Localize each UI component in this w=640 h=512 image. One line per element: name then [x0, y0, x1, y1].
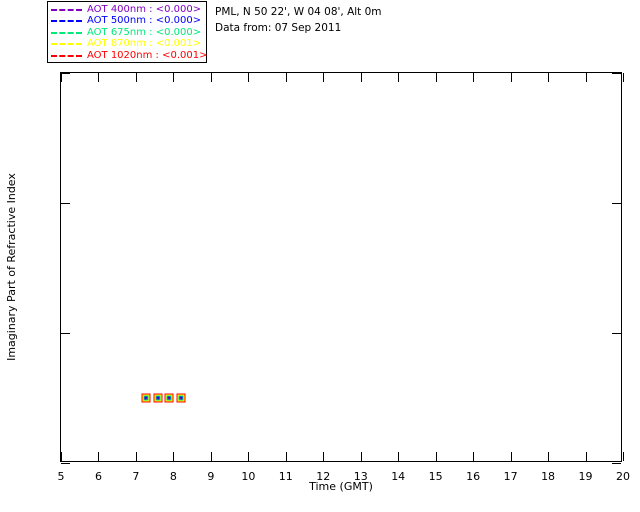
marker-layer-400nm	[179, 397, 182, 400]
plot-frame: 5 6 7 8 9 10 11 12 13 14 15 16 17 18 19 20	[58, 72, 630, 482]
x-tick-label: 19	[578, 470, 593, 483]
chart-title-block: PML, N 50 22', W 04 08', Alt 0m Data fro…	[215, 4, 382, 36]
y-tick-right	[612, 203, 621, 204]
x-tick-bottom	[173, 452, 175, 461]
x-tick-top	[323, 73, 325, 82]
x-tick-bottom	[435, 452, 437, 461]
x-tick-bottom	[548, 452, 550, 461]
x-tick-bottom	[210, 452, 212, 461]
y-tick-left	[61, 203, 70, 204]
chart-title-line2: Data from: 07 Sep 2011	[215, 22, 342, 34]
x-tick-top	[285, 73, 287, 82]
y-tick-right	[612, 463, 621, 464]
legend-label-aot-400nm: AOT 400nm : <0.000>	[87, 3, 202, 15]
x-tick-bottom	[323, 452, 325, 461]
legend-swatch-aot-1020nm	[51, 54, 82, 57]
plot-area	[61, 73, 624, 464]
chart-title-line1: PML, N 50 22', W 04 08', Alt 0m	[215, 6, 382, 18]
x-tick-top	[623, 73, 624, 82]
x-tick-label: 16	[466, 470, 481, 483]
x-tick-bottom	[360, 452, 362, 461]
x-tick-label: 13	[353, 470, 368, 483]
x-tick-bottom	[285, 452, 287, 461]
x-tick-label: 8	[169, 470, 177, 483]
x-tick-bottom	[248, 452, 250, 461]
x-tick-top	[510, 73, 512, 82]
y-tick-left	[61, 73, 70, 74]
x-tick-label: 12	[316, 470, 331, 483]
x-tick-top	[435, 73, 437, 82]
legend-label-aot-1020nm: AOT 1020nm : <0.001>	[87, 49, 208, 61]
legend-item-aot-870nm: AOT 870nm : <0.001>	[48, 39, 206, 51]
x-tick-top	[473, 73, 475, 82]
x-tick-label: 11	[278, 470, 293, 483]
x-tick-bottom	[61, 452, 62, 461]
marker-layer-400nm	[156, 397, 159, 400]
x-tick-top	[135, 73, 137, 82]
marker-layer-400nm	[167, 397, 170, 400]
y-tick-right	[612, 333, 621, 334]
x-tick-label: 6	[94, 470, 102, 483]
x-tick-top	[98, 73, 100, 82]
y-tick-right	[612, 73, 621, 74]
x-tick-top	[360, 73, 362, 82]
data-point-marker	[141, 393, 151, 403]
x-tick-top	[585, 73, 587, 82]
legend-label-aot-500nm: AOT 500nm : <0.000>	[87, 15, 202, 27]
x-tick-top	[248, 73, 250, 82]
x-tick-bottom	[623, 452, 624, 461]
x-tick-bottom	[135, 452, 137, 461]
x-tick-top	[61, 73, 62, 82]
x-tick-label: 7	[132, 470, 140, 483]
x-tick-bottom	[398, 452, 400, 461]
x-tick-bottom	[98, 452, 100, 461]
y-tick-left	[61, 463, 70, 464]
data-point-marker	[153, 393, 163, 403]
x-tick-label: 17	[503, 470, 518, 483]
x-tick-label: 14	[391, 470, 406, 483]
marker-layer-400nm	[145, 397, 148, 400]
y-tick-left	[61, 333, 70, 334]
x-tick-label: 20	[616, 470, 630, 483]
x-tick-label: 15	[428, 470, 443, 483]
legend-swatch-aot-675nm	[51, 31, 82, 34]
x-tick-label: 10	[241, 470, 256, 483]
data-point-marker	[176, 393, 186, 403]
x-axis-title: Time (GMT)	[309, 480, 373, 493]
legend-item-aot-1020nm: AOT 1020nm : <0.001>	[48, 49, 208, 62]
x-tick-bottom	[510, 452, 512, 461]
legend: AOT 400nm : <0.000> AOT 500nm : <0.000> AO…	[47, 1, 207, 63]
x-tick-top	[173, 73, 175, 82]
legend-item-aot-500nm: AOT 500nm : <0.000>	[48, 16, 206, 28]
x-tick-label: 9	[207, 470, 215, 483]
x-tick-label: 18	[541, 470, 556, 483]
x-tick-top	[398, 73, 400, 82]
y-axis-title: Imaginary Part of Refractive Index	[5, 173, 18, 361]
x-tick-top	[548, 73, 550, 82]
x-tick-bottom	[473, 452, 475, 461]
legend-item-aot-675nm: AOT 675nm : <0.000>	[48, 27, 206, 39]
legend-item-aot-400nm: AOT 400nm : <0.000>	[48, 4, 206, 16]
legend-label-aot-675nm: AOT 675nm : <0.000>	[87, 26, 202, 38]
x-tick-label: 5	[57, 470, 65, 483]
data-point-marker	[164, 393, 174, 403]
legend-swatch-aot-870nm	[51, 43, 82, 46]
legend-swatch-aot-400nm	[51, 8, 82, 11]
x-tick-bottom	[585, 452, 587, 461]
legend-label-aot-870nm: AOT 870nm : <0.001>	[87, 38, 202, 50]
x-tick-top	[210, 73, 212, 82]
legend-swatch-aot-500nm	[51, 20, 82, 23]
